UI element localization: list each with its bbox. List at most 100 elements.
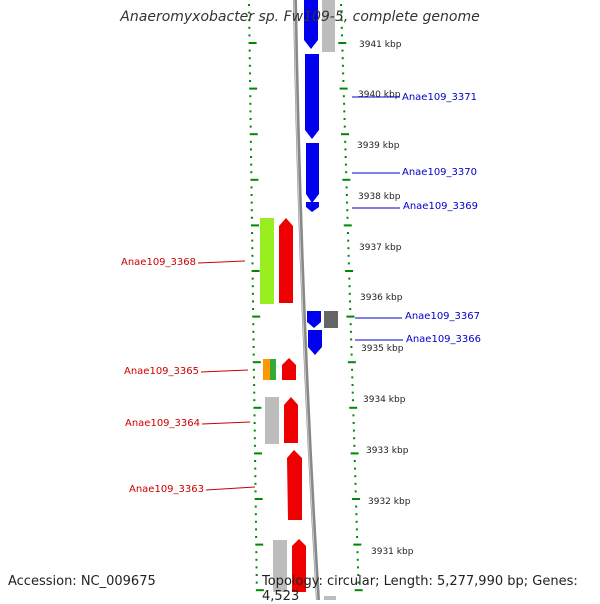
- tick-mark: [338, 42, 347, 44]
- tick-mark: [340, 4, 343, 6]
- tick-mark: [249, 140, 252, 143]
- forward-other-feature-top[interactable]: [322, 0, 335, 52]
- kbp-tick-label: 3935 kbp: [361, 344, 404, 354]
- tick-mark: [254, 490, 257, 493]
- tick-mark: [254, 467, 257, 470]
- kbp-tick-label: 3940 kbp: [358, 90, 401, 100]
- forward-cds-anae109-3370[interactable]: [306, 143, 319, 203]
- reverse-cds-anae109-3365[interactable]: [282, 358, 296, 380]
- tick-mark: [353, 437, 356, 440]
- kbp-tick-label: 3933 kbp: [366, 446, 409, 456]
- tick-mark: [351, 498, 360, 500]
- tick-mark: [352, 414, 355, 417]
- other-feature-bottom[interactable]: [273, 540, 287, 592]
- tick-mark: [346, 315, 355, 318]
- gene-label-forward[interactable]: Anae109_3370: [402, 167, 477, 178]
- cog-feature-anae109-3365-b[interactable]: [270, 359, 276, 380]
- tick-mark: [351, 376, 354, 379]
- tick-mark: [343, 102, 346, 105]
- tick-mark: [252, 315, 261, 318]
- tick-mark: [348, 285, 351, 288]
- genome-backbone-highlight: [293, 0, 318, 600]
- tick-mark: [352, 422, 355, 424]
- reverse-cds-anae109-3368[interactable]: [279, 218, 293, 303]
- forward-other-feature-bottom[interactable]: [324, 596, 336, 600]
- tick-mark: [344, 156, 347, 158]
- tick-mark: [250, 201, 253, 204]
- gene-label-reverse[interactable]: Anae109_3363: [129, 484, 204, 495]
- gene-label-forward[interactable]: Anae109_3371: [402, 92, 477, 103]
- kbp-tick-label: 3931 kbp: [371, 547, 414, 557]
- tick-mark: [354, 482, 357, 485]
- tick-mark: [251, 277, 254, 280]
- gene-label-forward[interactable]: Anae109_3367: [405, 311, 480, 322]
- tick-mark: [346, 216, 349, 219]
- tick-mark: [251, 262, 254, 265]
- cog-feature-anae109-3365-a[interactable]: [263, 359, 270, 380]
- tick-mark: [249, 133, 258, 136]
- gene-label-reverse[interactable]: Anae109_3365: [124, 366, 199, 377]
- gene-label-leader-line: [197, 260, 246, 264]
- gene-labels: Anae109_3371 Anae109_3370 Anae109_3369 Anae…: [121, 92, 481, 495]
- forward-dark-feature[interactable]: [324, 311, 338, 328]
- gene-label-reverse[interactable]: Anae109_3368: [121, 257, 196, 268]
- tick-mark: [252, 323, 255, 326]
- tick-mark: [250, 186, 253, 189]
- forward-cds-anae109-3367[interactable]: [307, 311, 321, 328]
- gene-label-reverse[interactable]: Anae109_3364: [125, 418, 200, 429]
- forward-cds-anae109-3366[interactable]: [308, 330, 322, 355]
- tick-mark: [355, 505, 358, 508]
- reverse-cds-bottom[interactable]: [292, 539, 306, 592]
- gene-label-leader-line: [200, 369, 249, 373]
- gene-label-leader-line: [201, 421, 251, 425]
- tick-mark: [253, 391, 256, 394]
- tick-mark: [252, 338, 255, 341]
- tick-mark: [341, 57, 344, 60]
- tick-mark: [253, 399, 256, 402]
- tick-mark: [255, 543, 264, 546]
- tick-mark: [252, 330, 255, 333]
- kbp-tick-label: 3936 kbp: [360, 293, 403, 303]
- tick-track-right: [338, 4, 363, 592]
- tick-mark: [345, 194, 348, 196]
- tick-mark: [346, 201, 349, 204]
- tick-mark: [343, 224, 352, 227]
- tick-mark: [351, 368, 354, 371]
- other-feature-anae109-3364[interactable]: [265, 397, 279, 444]
- forward-cds-anae109-3369[interactable]: [306, 202, 319, 212]
- reverse-cds-anae109-3363[interactable]: [287, 450, 302, 520]
- genome-backbone: [293, 0, 320, 600]
- accession-text: Accession: NC_009675: [8, 574, 156, 589]
- kbp-tick-label: 3934 kbp: [363, 395, 406, 405]
- cog-feature-anae109-3368[interactable]: [260, 218, 274, 304]
- tick-mark: [249, 87, 258, 90]
- tick-mark: [355, 520, 358, 523]
- reverse-cds-anae109-3364[interactable]: [284, 397, 298, 443]
- tick-mark: [248, 34, 251, 37]
- tick-mark: [350, 452, 359, 455]
- tick-mark: [349, 406, 358, 409]
- tick-mark: [248, 4, 251, 6]
- tick-mark: [345, 270, 354, 272]
- tick-mark: [248, 19, 251, 22]
- tick-mark: [248, 72, 251, 75]
- forward-cds-anae109-3372[interactable]: [304, 0, 318, 49]
- forward-cds-anae109-3371[interactable]: [305, 54, 319, 139]
- tick-mark: [344, 163, 347, 166]
- tick-mark: [347, 247, 350, 250]
- tick-mark: [255, 551, 258, 554]
- tick-mark: [351, 399, 354, 402]
- tick-mark: [348, 292, 351, 295]
- tick-mark: [253, 422, 256, 424]
- tick-mark: [255, 581, 258, 584]
- tick-mark: [351, 391, 354, 394]
- tick-mark: [347, 239, 350, 242]
- tick-mark: [347, 262, 350, 265]
- gene-label-forward[interactable]: Anae109_3369: [403, 201, 478, 212]
- gene-label-forward[interactable]: Anae109_3366: [406, 334, 481, 345]
- tick-mark: [354, 589, 363, 592]
- tick-mark: [250, 216, 253, 219]
- tick-mark: [250, 194, 253, 196]
- tick-mark: [349, 323, 352, 326]
- tick-mark: [340, 26, 343, 29]
